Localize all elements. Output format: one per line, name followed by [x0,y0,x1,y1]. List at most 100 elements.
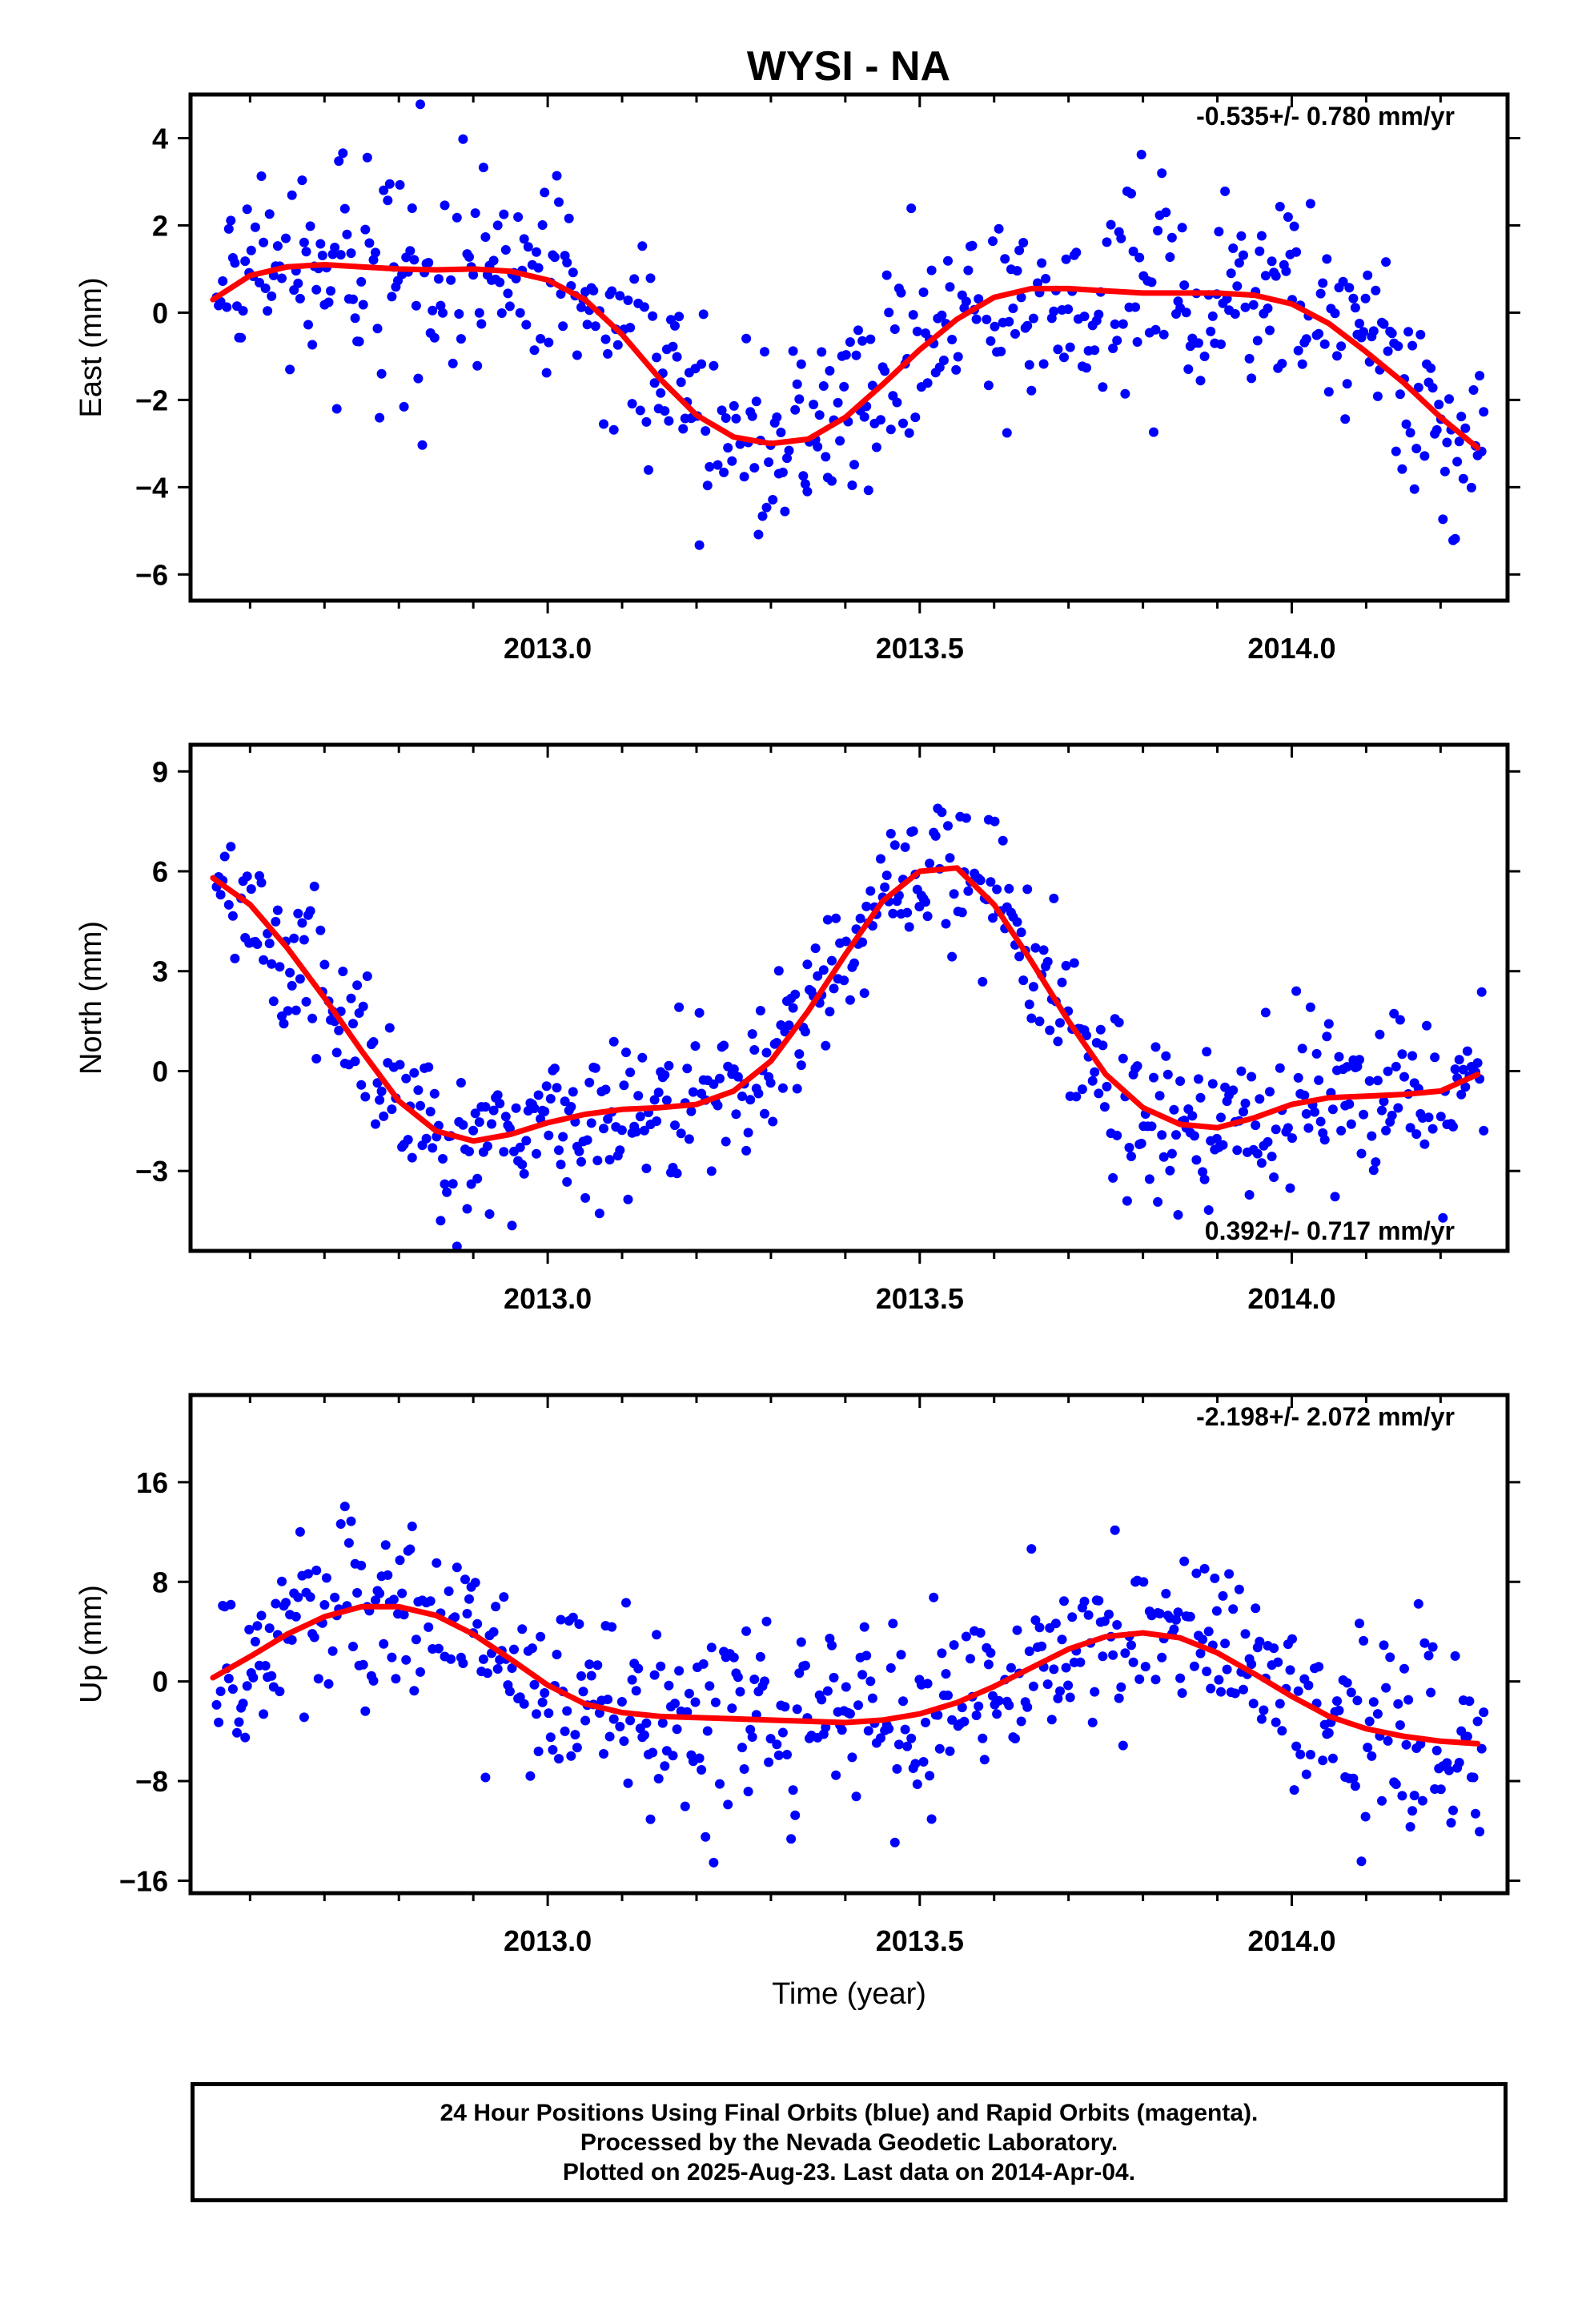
data-point [1065,1692,1075,1703]
data-point [523,242,533,252]
data-point [285,364,295,375]
data-point [889,1837,900,1848]
data-point [1203,1205,1214,1215]
data-point [1291,986,1302,996]
data-point [604,1155,615,1165]
data-point [545,1094,556,1104]
data-point [511,1103,521,1113]
data-point [994,223,1004,234]
data-point [1247,1072,1257,1082]
data-point [323,297,334,308]
data-point [829,1672,839,1683]
data-point [772,1038,782,1047]
data-point [1195,1648,1206,1659]
data-point [1199,1174,1210,1184]
data-point [603,1114,613,1124]
data-point [468,1125,479,1136]
data-point [395,1555,405,1566]
data-point [802,959,813,970]
data-point [1415,329,1426,340]
data-point [368,1037,379,1047]
data-point [1295,1749,1306,1759]
data-point [1004,883,1014,894]
data-point [1271,271,1281,281]
data-point [1112,336,1122,346]
data-point [317,251,327,260]
data-point [311,1566,322,1575]
data-point [1393,1699,1403,1709]
data-point [831,913,841,923]
data-point [1157,1130,1167,1140]
data-point [1438,1212,1448,1223]
data-point [649,378,660,388]
data-point [411,1634,421,1645]
data-point [912,326,922,336]
data-point [379,1638,389,1649]
data-point [1355,1055,1364,1065]
data-point [1407,1051,1418,1061]
data-point [753,1088,764,1099]
data-point [751,396,761,407]
data-point [391,1674,401,1684]
data-point [1252,1148,1263,1159]
data-point [1476,987,1487,997]
data-point [741,1626,752,1636]
data-point [1356,1148,1367,1159]
data-point [998,835,1008,846]
data-point [1166,1148,1177,1159]
data-point [1263,304,1273,313]
data-point [1356,1856,1367,1867]
data-point [743,1128,753,1138]
data-point [880,882,890,892]
data-point [482,1141,492,1152]
data-point [536,334,546,344]
data-point [782,453,792,464]
data-point [621,1047,631,1058]
data-point [957,907,967,918]
data-point [424,258,434,267]
data-point [1079,312,1090,322]
data-point [338,148,348,159]
data-point [255,277,264,287]
data-point [1244,1190,1255,1200]
data-point [456,334,466,344]
data-point [889,324,900,334]
data-point [1181,308,1191,318]
data-point [1458,473,1468,484]
data-point [885,424,896,435]
data-point [837,1725,847,1735]
data-point [599,1749,608,1759]
data-point [470,1108,480,1119]
data-point [1206,1683,1216,1694]
data-point [267,291,277,301]
data-point [1263,1136,1273,1147]
data-point [495,1099,505,1108]
data-point [929,1592,939,1602]
data-point [360,1092,371,1102]
data-point [1413,382,1423,392]
data-point [417,440,428,450]
data-point [226,842,236,852]
data-point [1179,1556,1190,1566]
data-point [1018,238,1029,247]
data-point [413,373,424,384]
data-point [1059,352,1069,363]
data-point [790,404,801,415]
data-point [639,1125,649,1136]
data-point [1098,1040,1108,1051]
data-point [1269,1172,1279,1182]
data-point [226,215,236,226]
data-point [1171,1614,1181,1625]
data-point [297,918,307,928]
data-point [480,232,491,242]
data-point [777,1083,788,1093]
data-point [458,1120,468,1130]
data-point [529,1104,540,1113]
data-point [215,890,226,900]
data-point [996,346,1006,356]
data-point [777,467,788,477]
data-point [540,1688,550,1698]
data-point [401,1073,412,1084]
data-point [484,1209,495,1219]
data-point [831,1770,841,1780]
